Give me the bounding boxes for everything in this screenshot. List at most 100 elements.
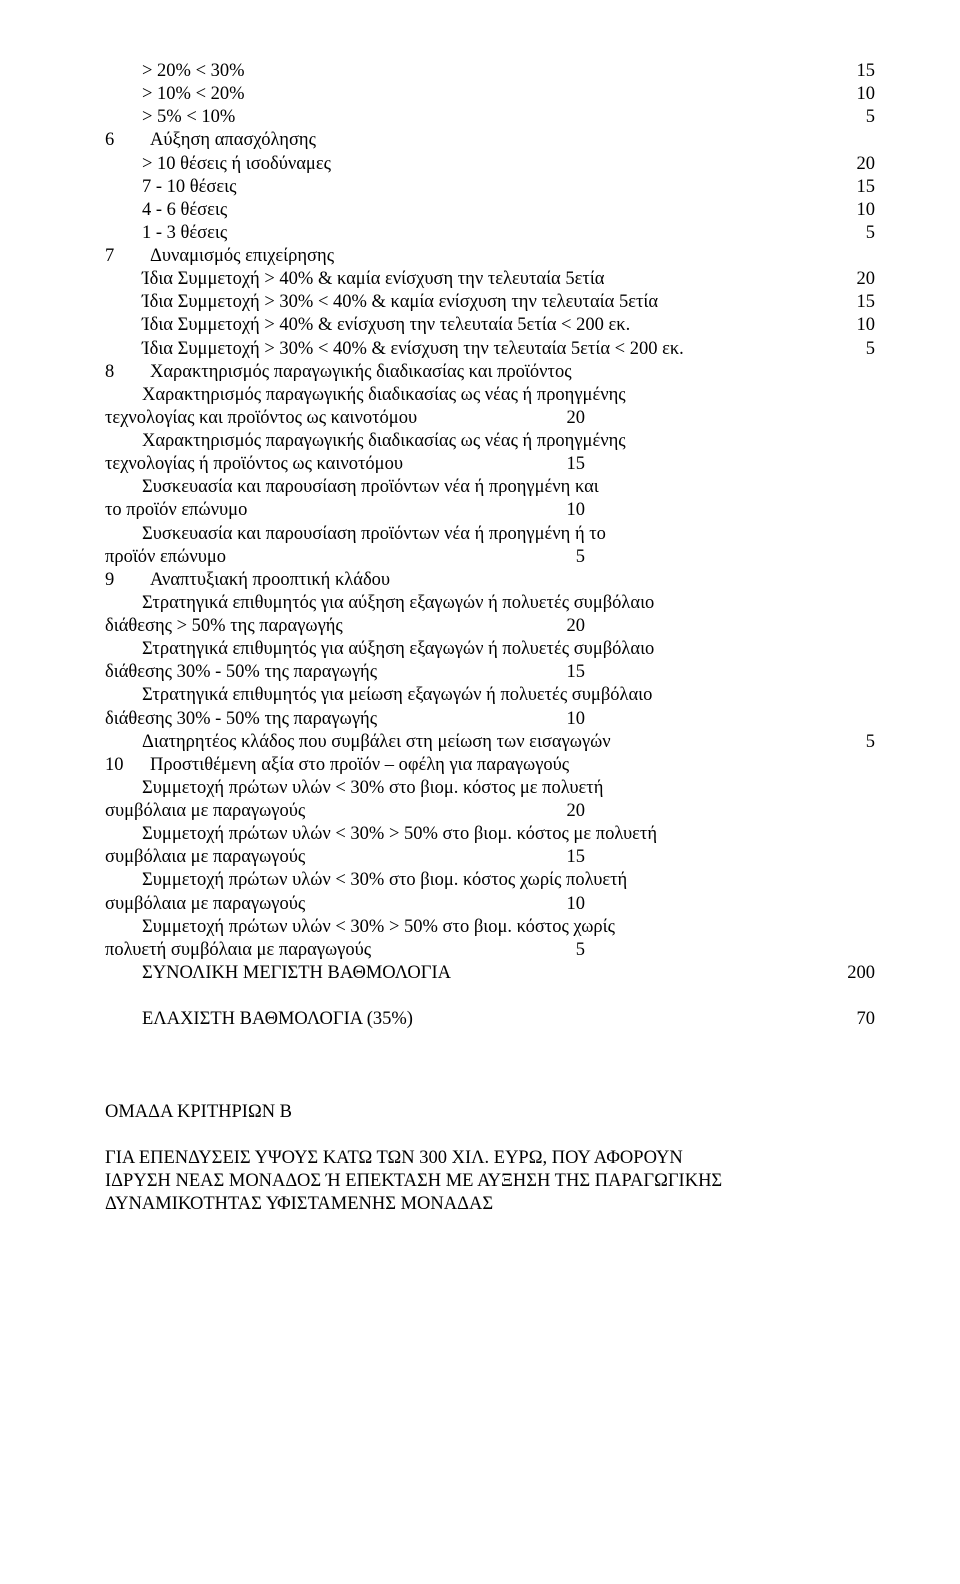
section-number: 8 [105,361,150,384]
criterion-label: 1 - 3 θέσεις [105,222,805,245]
criterion-score: 15 [537,661,876,684]
criterion-score: 200 [805,962,875,985]
line-text: Συσκευασία και παρουσίαση προϊόντων νέα … [105,476,875,499]
criterion-score: 20 [537,407,876,430]
criterion-score: 15 [805,291,875,314]
criterion-label: το προϊόν επώνυμο [105,499,537,522]
criterion-label: τεχνολογίας και προϊόντος ως καινοτόμου [105,407,537,430]
blank-line [105,1078,875,1101]
criterion-row: προϊόν επώνυμο5 [105,546,875,569]
criterion-row: συμβόλαια με παραγωγούς15 [105,846,875,869]
section-heading: 7Δυναμισμός επιχείρησης [105,245,875,268]
criterion-row: το προϊόν επώνυμο10 [105,499,875,522]
criterion-score: 5 [805,731,875,754]
line-text: ΓΙΑ ΕΠΕΝΔΥΣΕΙΣ ΥΨΟΥΣ ΚΑΤΩ ΤΩΝ 300 ΧΙΛ. Ε… [105,1147,875,1170]
criterion-row: > 10 θέσεις ή ισοδύναμες20 [105,153,875,176]
section-title: Προστιθέμενη αξία στο προϊόν – οφέλη για… [150,754,875,777]
line-text: Στρατηγικά επιθυμητός για αύξηση εξαγωγώ… [105,592,875,615]
criterion-score: 15 [805,60,875,83]
line-text: Χαρακτηρισμός παραγωγικής διαδικασίας ως… [105,430,875,453]
criterion-row: διάθεσης > 50% της παραγωγής20 [105,615,875,638]
criterion-score: 5 [805,338,875,361]
criterion-score: 15 [537,453,876,476]
section-number: 6 [105,129,150,152]
section-title: Δυναμισμός επιχείρησης [150,245,875,268]
text-line: Συσκευασία και παρουσίαση προϊόντων νέα … [105,476,875,499]
criterion-row: διάθεσης 30% - 50% της παραγωγής15 [105,661,875,684]
criterion-score: 20 [805,153,875,176]
criterion-score: 10 [537,499,876,522]
text-line: Χαρακτηρισμός παραγωγικής διαδικασίας ως… [105,430,875,453]
text-line: ΙΔΡΥΣΗ ΝΕΑΣ ΜΟΝΑΔΟΣ Ή ΕΠΕΚΤΑΣΗ ΜΕ ΑΥΞΗΣΗ… [105,1170,875,1193]
criterion-label: > 10% < 20% [105,83,805,106]
text-line: Συμμετοχή πρώτων υλών < 30% > 50% στο βι… [105,823,875,846]
section-title: Αύξηση απασχόλησης [150,129,875,152]
criterion-score: 10 [537,708,876,731]
line-text: Συμμετοχή πρώτων υλών < 30% > 50% στο βι… [105,916,875,939]
criterion-label: Ίδια Συμμετοχή > 40% & καμία ενίσχυση τη… [105,268,805,291]
criterion-label: διάθεσης 30% - 50% της παραγωγής [105,708,537,731]
criterion-score: 15 [805,176,875,199]
line-text: ΔΥΝΑΜΙΚΟΤΗΤΑΣ ΥΦΙΣΤΑΜΕΝΗΣ ΜΟΝΑΔΑΣ [105,1193,875,1216]
criterion-row: τεχνολογίας και προϊόντος ως καινοτόμου2… [105,407,875,430]
criterion-row: 7 - 10 θέσεις15 [105,176,875,199]
text-line: Συμμετοχή πρώτων υλών < 30% στο βιομ. κό… [105,777,875,800]
text-line: Συμμετοχή πρώτων υλών < 30% στο βιομ. κό… [105,869,875,892]
criterion-row: Ίδια Συμμετοχή > 30% < 40% & ενίσχυση τη… [105,338,875,361]
criterion-score: 15 [537,846,876,869]
criterion-label: διάθεσης > 50% της παραγωγής [105,615,537,638]
line-text: ΟΜΑΔΑ ΚΡΙΤΗΡΙΩΝ Β [105,1101,875,1124]
criterion-row: > 5% < 10%5 [105,106,875,129]
section-heading: 8Χαρακτηρισμός παραγωγικής διαδικασίας κ… [105,361,875,384]
criterion-label: συμβόλαια με παραγωγούς [105,800,537,823]
section-number: 9 [105,569,150,592]
text-line: Συσκευασία και παρουσίαση προϊόντων νέα … [105,523,875,546]
section-number: 10 [105,754,150,777]
line-text: Συσκευασία και παρουσίαση προϊόντων νέα … [105,523,875,546]
document-body: > 20% < 30%15 > 10% < 20%10 > 5% < 10%56… [105,60,875,1216]
criterion-row: Ίδια Συμμετοχή > 30% < 40% & καμία ενίσχ… [105,291,875,314]
text-line: Στρατηγικά επιθυμητός για μείωση εξαγωγώ… [105,684,875,707]
text-line: Χαρακτηρισμός παραγωγικής διαδικασίας ως… [105,384,875,407]
criterion-label: Ίδια Συμμετοχή > 30% < 40% & ενίσχυση τη… [105,338,805,361]
criterion-row: τεχνολογίας ή προϊόντος ως καινοτόμου15 [105,453,875,476]
criterion-score: 10 [805,314,875,337]
text-line: Στρατηγικά επιθυμητός για αύξηση εξαγωγώ… [105,638,875,661]
criterion-score: 20 [805,268,875,291]
criterion-label: 4 - 6 θέσεις [105,199,805,222]
criterion-row: πολυετή συμβόλαια με παραγωγούς5 [105,939,875,962]
criterion-row: > 20% < 30%15 [105,60,875,83]
section-heading: 6Αύξηση απασχόλησης [105,129,875,152]
criterion-label: τεχνολογίας ή προϊόντος ως καινοτόμου [105,453,537,476]
criterion-score: 70 [805,1008,875,1031]
criterion-row: συμβόλαια με παραγωγούς20 [105,800,875,823]
criterion-label: Ίδια Συμμετοχή > 30% < 40% & καμία ενίσχ… [105,291,805,314]
criterion-label: συμβόλαια με παραγωγούς [105,893,537,916]
criterion-row: Ίδια Συμμετοχή > 40% & ενίσχυση την τελε… [105,314,875,337]
criterion-label: 7 - 10 θέσεις [105,176,805,199]
criterion-score: 5 [805,222,875,245]
line-text: Συμμετοχή πρώτων υλών < 30% > 50% στο βι… [105,823,875,846]
criterion-label: > 5% < 10% [105,106,805,129]
criterion-label: ΕΛΑΧΙΣΤΗ ΒΑΘΜΟΛΟΓΙΑ (35%) [105,1008,805,1031]
criterion-row: 4 - 6 θέσεις10 [105,199,875,222]
criterion-score: 10 [805,199,875,222]
criterion-score: 5 [805,106,875,129]
criterion-label: Ίδια Συμμετοχή > 40% & ενίσχυση την τελε… [105,314,805,337]
blank-line [105,985,875,1008]
criterion-row: Διατηρητέος κλάδος που συμβάλει στη μείω… [105,731,875,754]
section-title: Αναπτυξιακή προοπτική κλάδου [150,569,875,592]
criterion-label: > 20% < 30% [105,60,805,83]
criterion-row: ΣΥΝΟΛΙΚΗ ΜΕΓΙΣΤΗ ΒΑΘΜΟΛΟΓΙΑ200 [105,962,875,985]
criterion-score: 20 [537,800,876,823]
criterion-label: πολυετή συμβόλαια με παραγωγούς [105,939,546,962]
text-line: Συμμετοχή πρώτων υλών < 30% > 50% στο βι… [105,916,875,939]
criterion-label: συμβόλαια με παραγωγούς [105,846,537,869]
criterion-row: ΕΛΑΧΙΣΤΗ ΒΑΘΜΟΛΟΓΙΑ (35%)70 [105,1008,875,1031]
text-line: ΓΙΑ ΕΠΕΝΔΥΣΕΙΣ ΥΨΟΥΣ ΚΑΤΩ ΤΩΝ 300 ΧΙΛ. Ε… [105,1147,875,1170]
line-text: Στρατηγικά επιθυμητός για αύξηση εξαγωγώ… [105,638,875,661]
line-text: Στρατηγικά επιθυμητός για μείωση εξαγωγώ… [105,684,875,707]
criterion-label: Διατηρητέος κλάδος που συμβάλει στη μείω… [105,731,805,754]
line-text: Συμμετοχή πρώτων υλών < 30% στο βιομ. κό… [105,869,875,892]
criterion-score: 10 [537,893,876,916]
